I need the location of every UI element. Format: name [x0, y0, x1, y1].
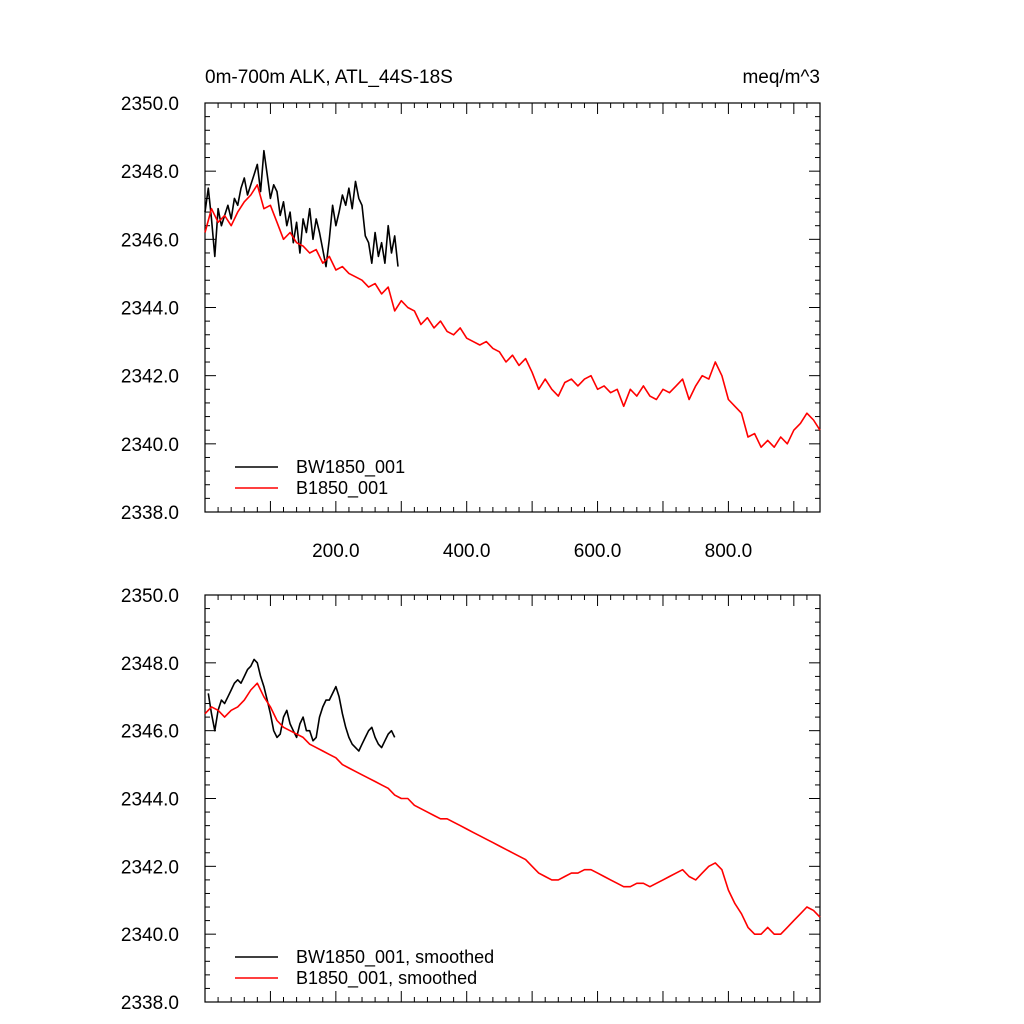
bottom-panel: 2338.0 2340.0 2342.0 2344.0 2346.0 2348.0 2350… — [121, 586, 821, 1014]
y-tick-label: 2350.0 — [121, 94, 179, 115]
legend-label: BW1850_001 — [296, 457, 405, 478]
units-label: meq/m^3 — [742, 67, 820, 88]
y-tick-label: 2338.0 — [121, 993, 179, 1014]
y-tick-label: 2340.0 — [121, 435, 179, 456]
y-tick-label: 2348.0 — [121, 654, 179, 675]
y-tick-label: 2342.0 — [121, 857, 179, 878]
y-tick-label: 2344.0 — [121, 299, 179, 320]
x-tick-label: 400.0 — [443, 541, 491, 562]
series-line-bw1850-001 — [204, 149, 399, 268]
series-line-b1850-001-smoothed — [204, 682, 821, 936]
plot-frame — [204, 102, 821, 513]
y-tick-label: 2346.0 — [121, 722, 179, 743]
x-tick-label: 200.0 — [312, 541, 360, 562]
y-tick-label: 2350.0 — [121, 586, 179, 607]
series-line-b1850-001 — [204, 184, 821, 449]
top-panel: 0m-700m ALK, ATL_44S-18S meq/m^3 2338.0 2… — [121, 67, 821, 562]
legend-label: B1850_001 — [296, 478, 388, 499]
x-tick-label: 600.0 — [574, 541, 622, 562]
y-tick-label: 2340.0 — [121, 925, 179, 946]
legend-label: BW1850_001, smoothed — [296, 947, 494, 968]
x-tick-label: 800.0 — [705, 541, 753, 562]
y-tick-label: 2342.0 — [121, 367, 179, 388]
y-tick-label: 2348.0 — [121, 162, 179, 183]
y-tick-label: 2344.0 — [121, 790, 179, 811]
plot-frame — [204, 594, 821, 1003]
y-tick-label: 2346.0 — [121, 230, 179, 251]
series-line-bw1850-001-smoothed — [207, 658, 396, 752]
y-tick-label: 2338.0 — [121, 503, 179, 524]
legend-label: B1850_001, smoothed — [296, 968, 477, 989]
chart-title: 0m-700m ALK, ATL_44S-18S — [205, 67, 453, 88]
